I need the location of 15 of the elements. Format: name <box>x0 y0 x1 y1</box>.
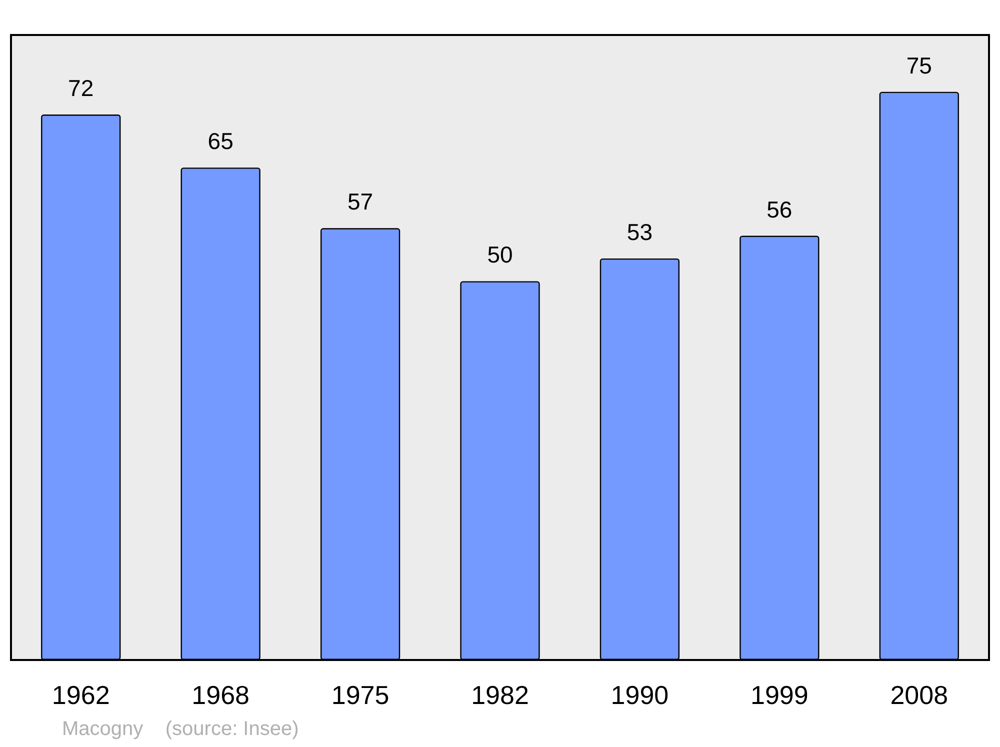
x-tick-label: 1990 <box>610 680 669 710</box>
data-label: 65 <box>208 128 234 154</box>
data-label: 56 <box>766 196 792 222</box>
x-tick-label: 1975 <box>331 680 390 710</box>
data-label: 72 <box>68 75 94 102</box>
x-tick-label: 1999 <box>750 680 808 710</box>
x-tick-label: 1968 <box>192 680 250 710</box>
x-tick-label: 2008 <box>890 680 948 710</box>
data-label: 50 <box>487 242 513 268</box>
data-label: 53 <box>626 218 653 245</box>
x-tick-label: 1982 <box>471 680 529 710</box>
text: Macogny (source: Insee) <box>62 718 299 740</box>
data-label: 57 <box>347 188 374 215</box>
data-label: 75 <box>906 52 932 78</box>
x-tick-label: 1962 <box>52 680 110 710</box>
